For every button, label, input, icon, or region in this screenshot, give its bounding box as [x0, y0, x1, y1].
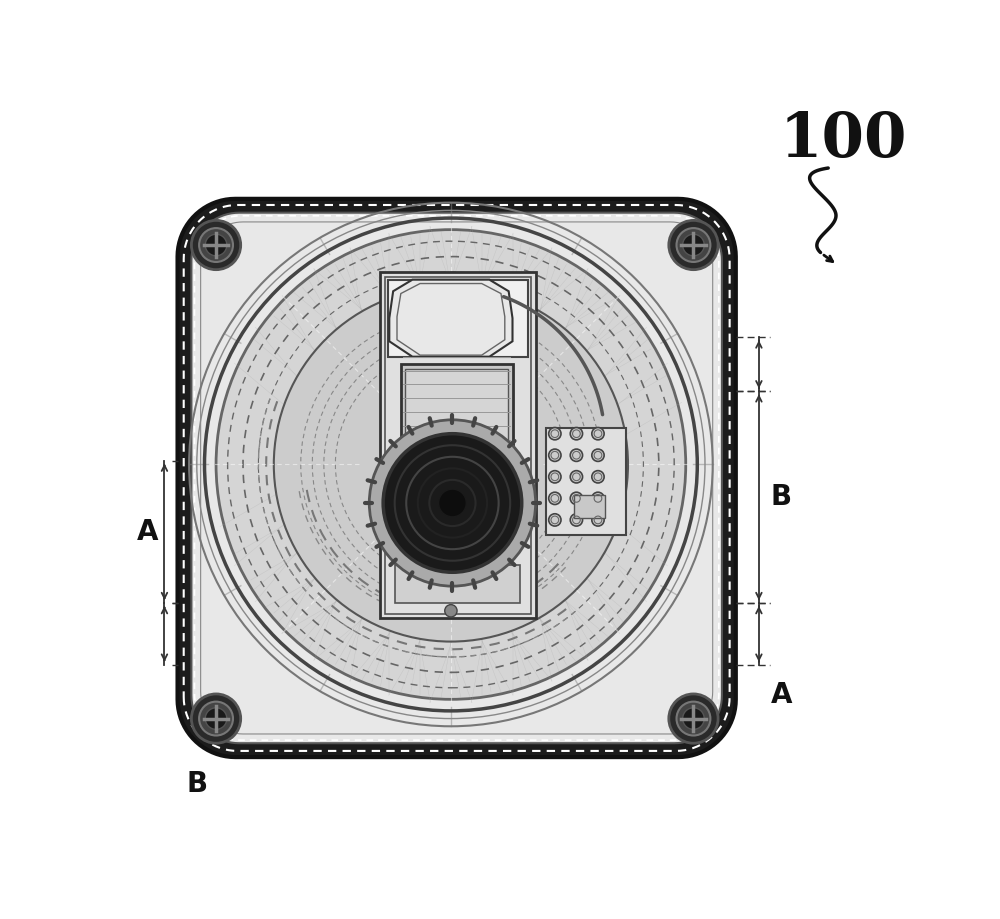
Bar: [546, 427, 626, 536]
Bar: [574, 495, 605, 518]
Bar: [388, 279, 528, 357]
Circle shape: [549, 471, 561, 483]
Circle shape: [570, 427, 583, 440]
Circle shape: [669, 221, 718, 269]
Bar: [401, 364, 512, 464]
Circle shape: [570, 449, 583, 461]
Circle shape: [199, 228, 233, 262]
Bar: [395, 564, 520, 603]
Circle shape: [205, 234, 227, 255]
Text: 100: 100: [780, 109, 907, 169]
Circle shape: [570, 493, 583, 505]
Circle shape: [683, 708, 704, 730]
Text: A: A: [770, 682, 792, 709]
Circle shape: [445, 605, 457, 617]
Circle shape: [205, 708, 227, 730]
Circle shape: [199, 701, 233, 735]
Circle shape: [549, 427, 561, 440]
Circle shape: [549, 493, 561, 505]
Circle shape: [570, 471, 583, 483]
Circle shape: [216, 230, 686, 699]
Text: B: B: [770, 483, 792, 511]
Circle shape: [369, 420, 536, 586]
Circle shape: [439, 489, 466, 516]
Circle shape: [383, 434, 522, 573]
Circle shape: [570, 514, 583, 526]
Circle shape: [592, 449, 604, 461]
Circle shape: [592, 427, 604, 440]
Circle shape: [274, 288, 628, 641]
Text: A: A: [137, 517, 158, 546]
Polygon shape: [191, 212, 722, 743]
Bar: [385, 277, 531, 614]
Circle shape: [592, 471, 604, 483]
Circle shape: [677, 701, 710, 735]
Bar: [380, 272, 536, 618]
Bar: [405, 369, 508, 460]
Circle shape: [549, 449, 561, 461]
Circle shape: [677, 228, 710, 262]
Text: B: B: [186, 770, 207, 798]
Polygon shape: [178, 199, 736, 757]
Circle shape: [683, 234, 704, 255]
Circle shape: [549, 514, 561, 526]
Polygon shape: [389, 279, 512, 357]
Circle shape: [592, 493, 604, 505]
Circle shape: [191, 694, 241, 743]
Circle shape: [669, 694, 718, 743]
Circle shape: [191, 221, 241, 269]
Circle shape: [592, 514, 604, 526]
